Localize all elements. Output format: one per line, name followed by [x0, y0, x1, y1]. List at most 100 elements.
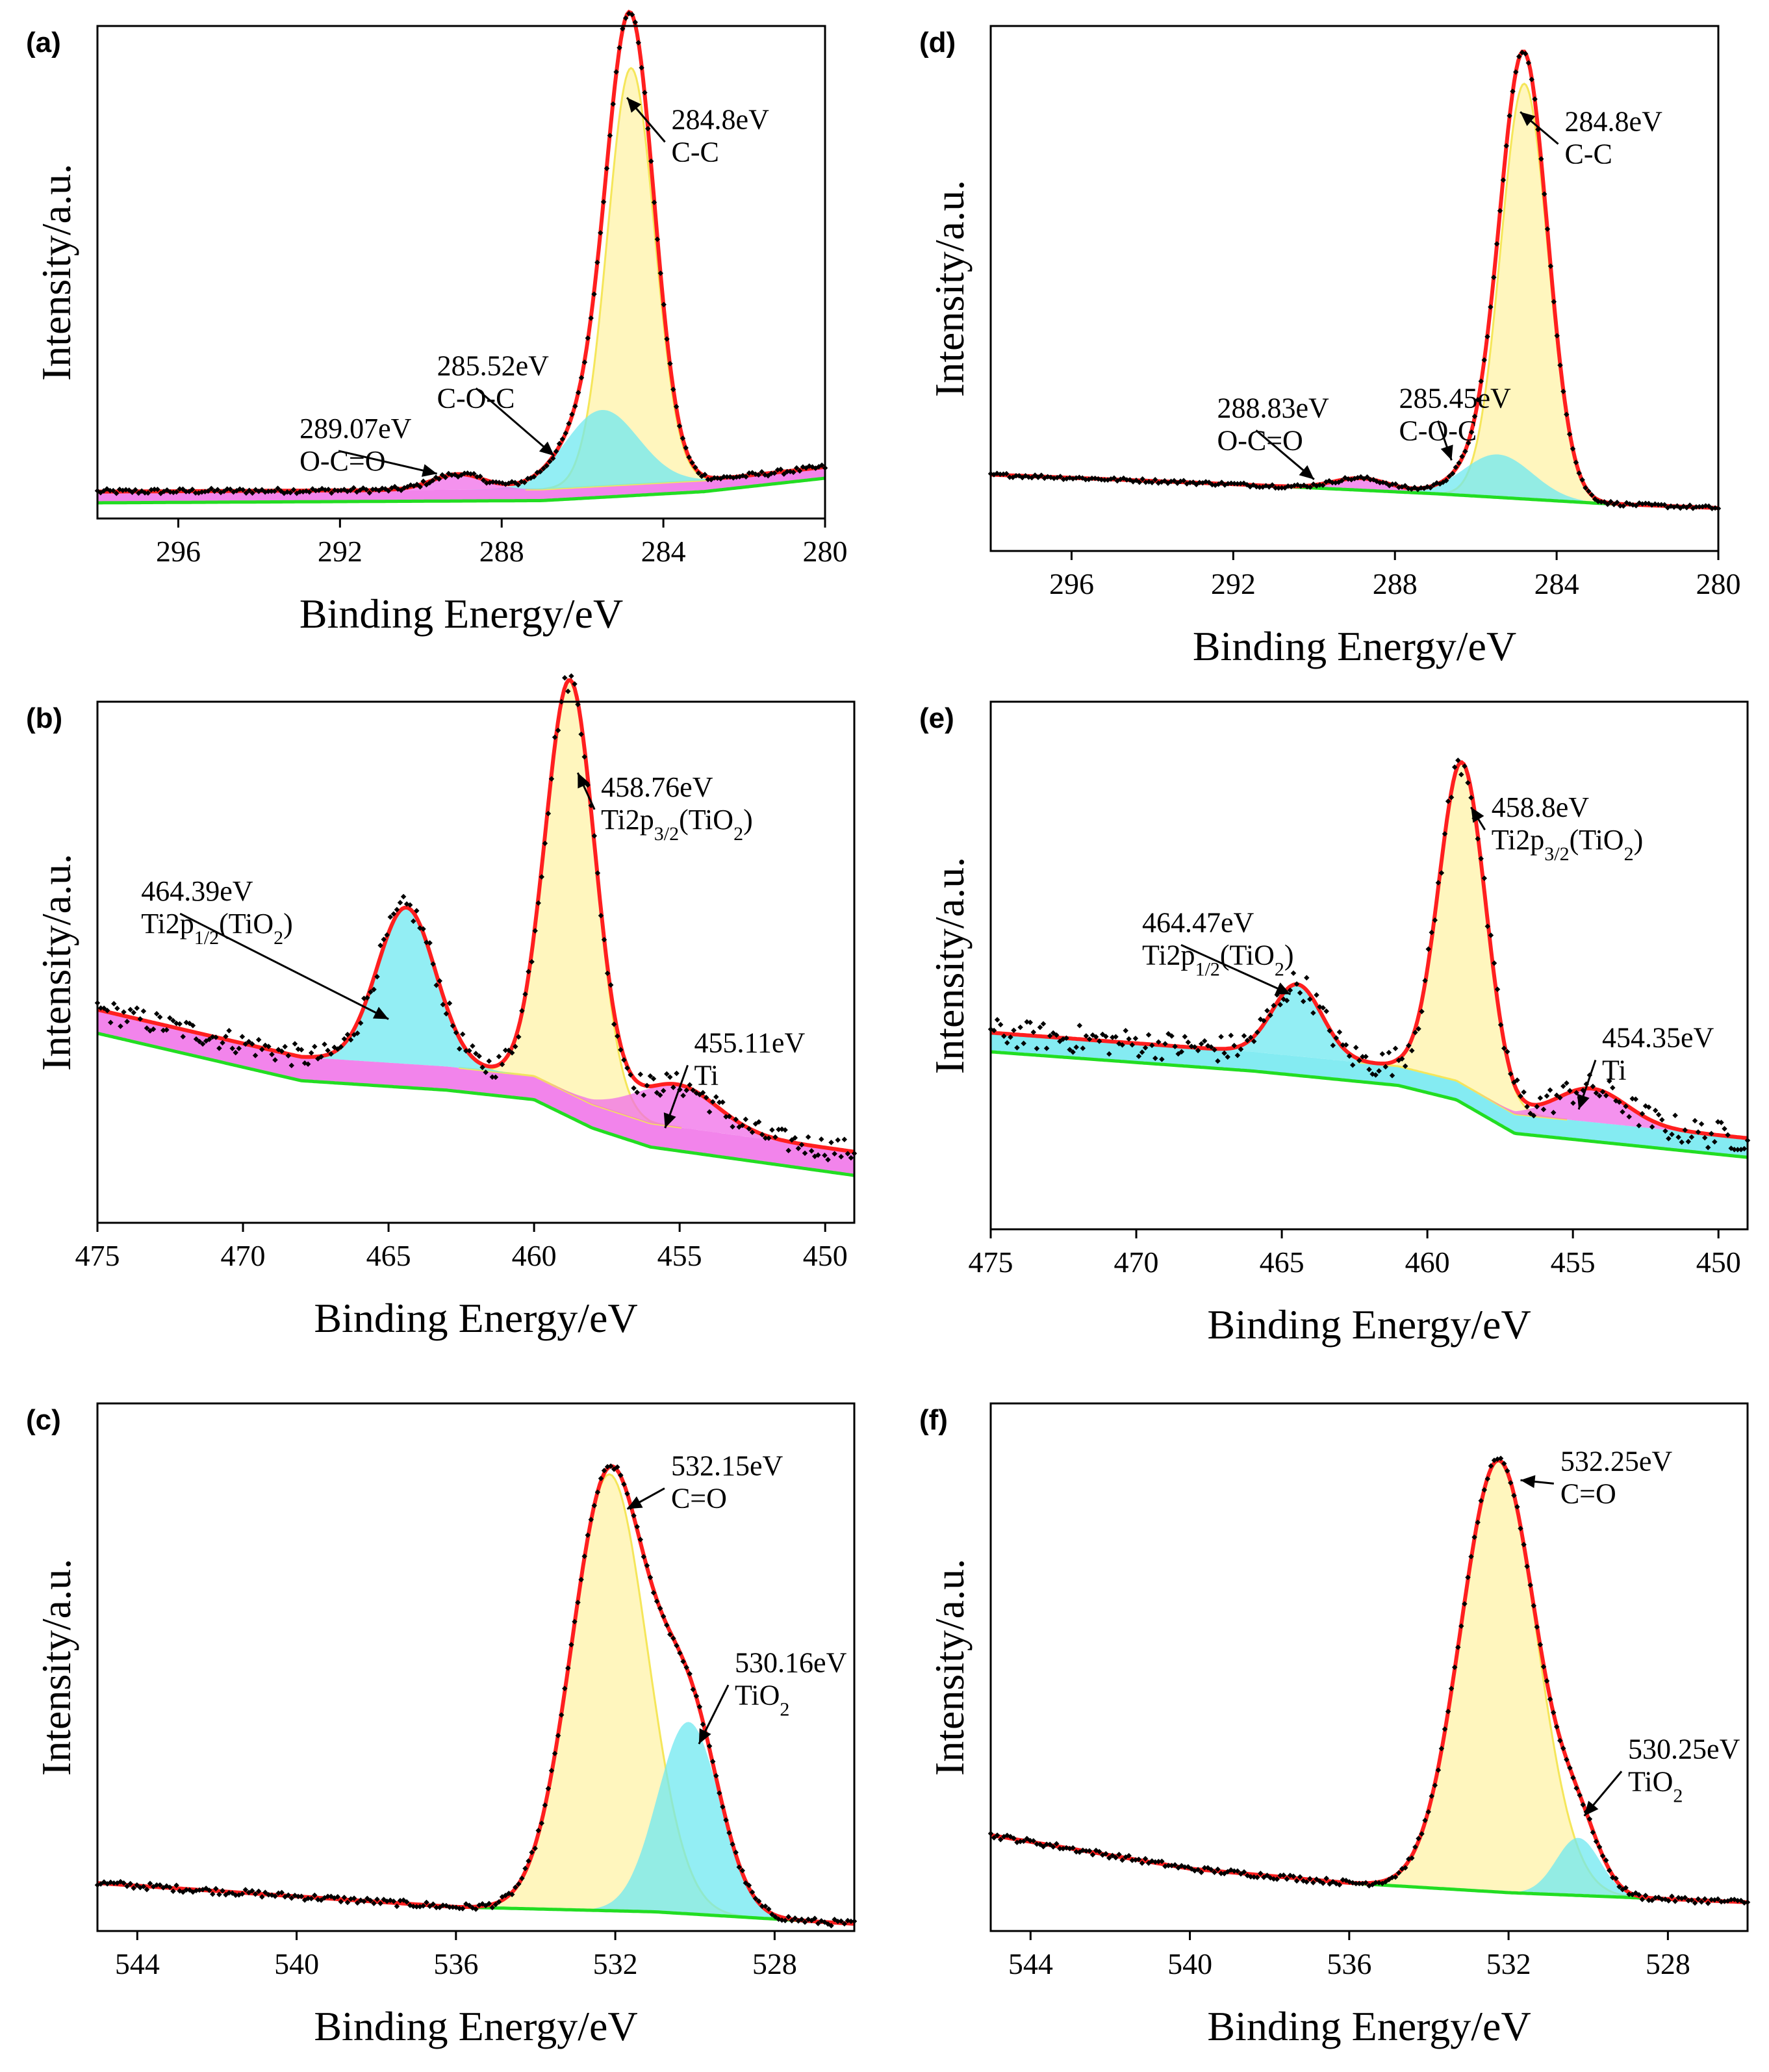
data-point [553, 448, 559, 454]
data-point [733, 1849, 739, 1856]
data-point [802, 1919, 808, 1925]
peak-fill-532.25 [1327, 1459, 1669, 1900]
data-point [1550, 1709, 1557, 1715]
data-point [287, 489, 294, 496]
annotation-bond: Ti2p3/2(TiO2) [1492, 824, 1644, 865]
data-point [1422, 1817, 1428, 1823]
data-point [784, 468, 790, 475]
data-point [1518, 1093, 1523, 1099]
annotation-value: 455.11eV [694, 1027, 806, 1059]
data-point [377, 942, 383, 949]
data-point [1201, 1038, 1208, 1044]
data-point [644, 1082, 650, 1088]
data-point [1004, 470, 1010, 477]
data-point [439, 472, 446, 478]
data-point [1617, 503, 1623, 509]
data-point [1738, 1897, 1744, 1904]
data-point [1089, 1852, 1096, 1858]
data-point [1725, 1132, 1731, 1138]
data-point [776, 1127, 782, 1132]
data-point [667, 1074, 673, 1081]
data-point [1722, 1125, 1727, 1132]
data-point [1596, 1844, 1603, 1850]
data-point [1273, 485, 1279, 491]
data-point [654, 1598, 660, 1604]
data-point [769, 1912, 775, 1917]
data-point [1497, 1455, 1504, 1461]
data-point [545, 810, 552, 817]
arrow-head [578, 773, 590, 789]
data-point [371, 1900, 377, 1906]
data-point [255, 1037, 262, 1043]
panel-label: (b) [26, 702, 62, 734]
data-point [1393, 481, 1399, 487]
arrow-head [421, 464, 437, 477]
data-point [792, 1134, 798, 1141]
x-axis-title: Binding Energy/eV [1207, 1301, 1531, 1348]
data-point [1481, 1487, 1488, 1493]
data-point [213, 1886, 219, 1892]
data-point [199, 1041, 206, 1047]
data-point [1099, 477, 1104, 483]
x-tick-label: 460 [512, 1239, 557, 1272]
data-point [453, 1030, 459, 1036]
data-point [252, 1891, 259, 1897]
data-point [298, 1047, 305, 1053]
data-point [611, 1021, 617, 1027]
data-point [703, 1095, 709, 1101]
data-point [634, 1524, 640, 1530]
data-point [1132, 1036, 1139, 1042]
data-point [1649, 1124, 1655, 1130]
data-point [601, 936, 607, 943]
data-point [1139, 1049, 1145, 1055]
annotation-value: 464.47eV [1142, 906, 1254, 938]
arrow-head [627, 1496, 643, 1509]
data-point [1275, 485, 1282, 491]
data-point [167, 1884, 173, 1891]
data-point [1501, 1045, 1507, 1051]
data-point [1715, 1896, 1721, 1902]
data-point [424, 1899, 429, 1906]
data-point [1034, 1045, 1040, 1051]
data-point [1570, 1100, 1576, 1106]
data-point [1136, 1856, 1142, 1863]
data-point [1508, 1480, 1514, 1486]
data-point [1731, 1147, 1737, 1153]
data-point [1231, 1868, 1238, 1874]
data-point [1076, 1023, 1083, 1029]
data-point [1244, 1038, 1251, 1043]
data-point [689, 459, 695, 466]
data-point [1705, 1900, 1711, 1906]
data-point [220, 1887, 225, 1894]
data-point [743, 1880, 749, 1886]
data-point [433, 982, 439, 988]
data-point [1304, 975, 1310, 981]
annotation-bond: Ti [694, 1060, 719, 1092]
x-tick-label: 465 [1260, 1246, 1304, 1279]
baseline-line [97, 476, 826, 505]
arrow-head [1520, 112, 1536, 127]
data-point [183, 1887, 190, 1893]
data-point [297, 489, 303, 495]
x-tick-label: 284 [641, 535, 686, 568]
data-point [664, 1622, 670, 1628]
data-point [1616, 1884, 1622, 1890]
data-point [440, 1001, 446, 1008]
data-point [1208, 1044, 1214, 1050]
data-point [427, 940, 433, 946]
data-point [1149, 1042, 1155, 1049]
data-point [1583, 485, 1588, 491]
data-point [214, 487, 221, 492]
annotation-bond: TiO2 [735, 1679, 789, 1720]
data-point [539, 1820, 545, 1826]
data-point [282, 1043, 288, 1050]
data-point [598, 1476, 604, 1481]
data-point [1504, 1468, 1510, 1474]
data-point [604, 166, 610, 172]
data-point [815, 1921, 821, 1926]
data-point [1191, 1044, 1198, 1050]
annotation-value: 284.8eV [672, 103, 770, 135]
data-point [456, 1045, 463, 1052]
